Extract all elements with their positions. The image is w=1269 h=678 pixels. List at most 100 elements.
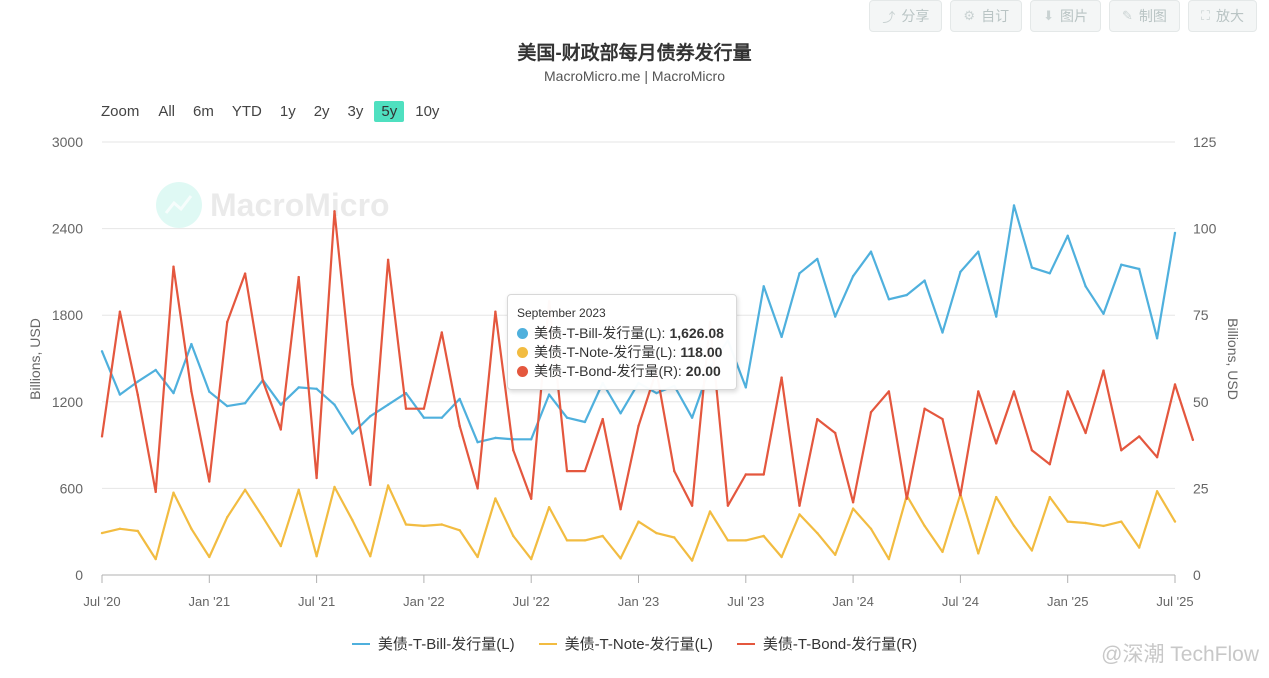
legend-label-bill: 美债-T-Bill-发行量(L) bbox=[377, 636, 515, 653]
draw-button[interactable]: ✎ 制图 bbox=[1108, 0, 1180, 32]
draw-label: 制图 bbox=[1138, 8, 1167, 24]
data-point-note bbox=[530, 557, 533, 561]
image-button[interactable]: ⬇ 图片 bbox=[1030, 0, 1101, 32]
data-point-bill bbox=[1173, 231, 1177, 235]
data-point-note bbox=[995, 495, 998, 499]
data-point-bill bbox=[923, 279, 926, 282]
data-point-note bbox=[1155, 490, 1159, 493]
fullscreen-label: 放大 bbox=[1216, 8, 1244, 24]
zoom-10y-button[interactable]: 10y bbox=[415, 103, 440, 120]
data-point-bond bbox=[1155, 456, 1159, 459]
y-left-tick-label: 1800 bbox=[52, 307, 83, 323]
data-point-bill bbox=[780, 335, 783, 339]
custom-button[interactable]: ⚙ 自订 bbox=[950, 0, 1023, 32]
data-point-bill bbox=[959, 270, 962, 274]
data-point-note bbox=[100, 531, 104, 535]
data-point-note bbox=[565, 539, 569, 542]
data-point-bill bbox=[547, 393, 551, 396]
zoom-all-button[interactable]: All bbox=[158, 103, 176, 120]
data-point-note bbox=[601, 534, 604, 538]
data-point-bill bbox=[422, 416, 426, 419]
legend-item-bill[interactable]: 美债-T-Bill-发行量(L) bbox=[351, 633, 515, 654]
data-point-bond bbox=[1138, 435, 1141, 438]
data-point-bill bbox=[619, 412, 622, 415]
data-point-note bbox=[887, 557, 891, 561]
data-point-bond bbox=[136, 393, 139, 397]
data-point-bond bbox=[923, 407, 926, 410]
y-left-tick-label: 600 bbox=[60, 480, 84, 496]
data-point-bond bbox=[100, 435, 104, 438]
download-icon: ⬇ bbox=[1043, 8, 1054, 23]
data-point-note bbox=[440, 523, 443, 526]
data-point-note bbox=[118, 527, 122, 530]
chart-toolbar: ⤴ 分享 ⚙ 自订 ⬇ 图片 ✎ 制图 ⛶ 放大 bbox=[869, 0, 1257, 32]
data-point-note bbox=[1048, 495, 1052, 499]
data-point-bill bbox=[565, 416, 569, 419]
data-point-bond bbox=[1048, 463, 1052, 466]
data-point-bond bbox=[369, 483, 372, 487]
data-point-bill bbox=[440, 416, 443, 419]
zoom-label: Zoom bbox=[101, 103, 140, 120]
data-point-note bbox=[333, 485, 336, 489]
data-point-bond bbox=[816, 417, 819, 421]
data-point-bill bbox=[458, 397, 461, 401]
x-tick-label: Jul '21 bbox=[298, 594, 335, 609]
watermark-logo-glyph bbox=[164, 195, 193, 214]
tooltip: September 2023 美债-T-Bill-发行量(L): 1,626.0… bbox=[507, 294, 737, 390]
legend-item-note[interactable]: 美债-T-Note-发行量(L) bbox=[538, 633, 713, 654]
data-point-bill bbox=[851, 275, 855, 278]
data-point-bond bbox=[208, 480, 211, 483]
data-point-bond bbox=[530, 497, 533, 500]
data-point-note bbox=[869, 527, 873, 530]
data-point-bond bbox=[959, 494, 962, 497]
zoom-2y-button[interactable]: 2y bbox=[313, 103, 330, 120]
data-point-bond bbox=[512, 449, 515, 452]
data-point-bill bbox=[762, 285, 765, 288]
data-point-bond bbox=[118, 310, 122, 313]
data-point-bond bbox=[243, 272, 247, 275]
data-point-bond bbox=[476, 487, 479, 490]
x-tick-label: Jul '23 bbox=[727, 594, 764, 609]
zoom-5y-button[interactable]: 5y bbox=[374, 101, 405, 122]
data-point-bond bbox=[977, 390, 980, 393]
data-point-note bbox=[941, 550, 944, 554]
legend-item-bond[interactable]: 美债-T-Bond-发行量(R) bbox=[736, 633, 918, 654]
axes: 0 0 600 25 1200 50 1800 75 2400 100 3000 125 Jul '20… bbox=[52, 134, 1217, 609]
data-point-bond bbox=[905, 497, 908, 500]
data-point-bond bbox=[1102, 369, 1105, 372]
data-point-bill bbox=[172, 391, 175, 395]
fullscreen-button[interactable]: ⛶ 放大 bbox=[1187, 0, 1257, 32]
y-left-tick-label: 0 bbox=[75, 567, 83, 583]
share-button[interactable]: ⤴ 分享 bbox=[869, 0, 943, 32]
data-point-bill bbox=[1030, 266, 1034, 269]
data-point-note bbox=[708, 510, 712, 513]
data-point-note bbox=[977, 552, 980, 555]
left-axis-title: Billions, USD bbox=[27, 318, 43, 400]
data-point-note bbox=[261, 516, 265, 519]
data-point-note bbox=[673, 536, 676, 539]
legend-label-note: 美债-T-Note-发行量(L) bbox=[564, 636, 713, 653]
data-point-bond bbox=[637, 424, 640, 428]
tooltip-note-label: 美债-T-Note-发行量(L): bbox=[534, 344, 677, 360]
data-point-note bbox=[369, 555, 372, 558]
data-point-note bbox=[762, 534, 765, 538]
zoom-3y-button[interactable]: 3y bbox=[347, 103, 364, 120]
legend-label-bond: 美债-T-Bond-发行量(R) bbox=[762, 636, 918, 653]
zoom-1y-button[interactable]: 1y bbox=[279, 103, 296, 120]
legend-swatch-note bbox=[538, 642, 557, 645]
data-point-bond bbox=[1030, 449, 1034, 452]
expand-icon: ⛶ bbox=[1200, 8, 1210, 23]
zoom-ytd-button[interactable]: YTD bbox=[231, 103, 262, 120]
data-point-bond bbox=[1173, 383, 1177, 386]
data-point-bond bbox=[315, 476, 318, 480]
x-tick-label: Jan '22 bbox=[403, 594, 445, 609]
tooltip-bill-label: 美债-T-Bill-发行量(L): bbox=[534, 325, 666, 341]
data-point-bond bbox=[458, 424, 461, 428]
zoom-6m-button[interactable]: 6m bbox=[193, 103, 214, 120]
watermark: MacroMicro bbox=[156, 182, 390, 228]
data-point-bill bbox=[351, 432, 354, 435]
data-point-note bbox=[798, 513, 801, 516]
x-tick-label: Jul '20 bbox=[83, 594, 120, 609]
watermark-text: MacroMicro bbox=[210, 187, 390, 223]
data-point-note bbox=[297, 488, 300, 491]
